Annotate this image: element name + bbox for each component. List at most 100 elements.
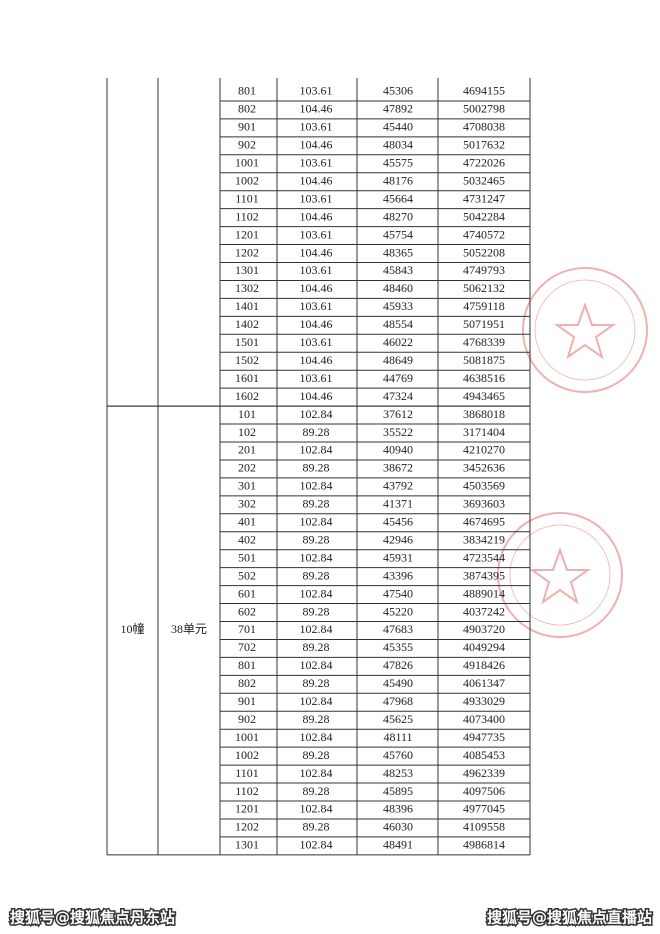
cell-text: 47968 [383, 694, 413, 708]
cell-text: 47540 [383, 586, 413, 600]
cell-text: 103.61 [300, 84, 333, 98]
cell-text: 35522 [383, 425, 413, 439]
cell-text: 5017632 [463, 138, 505, 152]
cell-text: 902 [238, 138, 256, 152]
cell-text: 102.84 [300, 730, 333, 744]
unit-cell: 38单元 [171, 622, 207, 636]
cell-text: 1201 [235, 802, 259, 816]
cell-text: 5042284 [463, 209, 505, 223]
cell-text: 46022 [383, 335, 413, 349]
cell-text: 45843 [383, 263, 413, 277]
building-cell: 10幢 [120, 621, 144, 636]
cell-text: 5081875 [463, 353, 505, 367]
cell-text: 102.84 [300, 658, 333, 672]
cell-text: 501 [238, 550, 256, 564]
cell-text: 4638516 [463, 371, 505, 385]
cell-text: 45220 [383, 604, 413, 618]
cell-text: 5062132 [463, 281, 505, 295]
cell-text: 902 [238, 712, 256, 726]
cell-text: 4708038 [463, 120, 505, 134]
cell-text: 1401 [235, 299, 259, 313]
cell-text: 47892 [383, 102, 413, 116]
cell-text: 701 [238, 622, 256, 636]
cell-text: 89.28 [303, 461, 330, 475]
cell-text: 43792 [383, 479, 413, 493]
cell-text: 302 [238, 497, 256, 511]
cell-text: 104.46 [300, 389, 333, 403]
cell-text: 401 [238, 515, 256, 529]
cell-text: 89.28 [303, 604, 330, 618]
cell-text: 45575 [383, 156, 413, 170]
cell-text: 103.61 [300, 227, 333, 241]
cell-text: 45754 [383, 227, 413, 241]
cell-text: 1201 [235, 227, 259, 241]
cell-text: 89.28 [303, 425, 330, 439]
cell-text: 48111 [383, 730, 412, 744]
cell-text: 45760 [383, 748, 413, 762]
cell-text: 4037242 [463, 604, 505, 618]
cell-text: 1402 [235, 317, 259, 331]
cell-text: 4986814 [463, 838, 505, 852]
cell-text: 44769 [383, 371, 413, 385]
cell-text: 1202 [235, 245, 259, 259]
cell-text: 201 [238, 443, 256, 457]
cell-text: 1302 [235, 281, 259, 295]
cell-text: 45306 [383, 84, 413, 98]
cell-text: 1102 [235, 209, 259, 223]
cell-text: 4073400 [463, 712, 505, 726]
cell-text: 4740572 [463, 227, 505, 241]
cell-text: 104.46 [300, 245, 333, 259]
cell-text: 41371 [383, 497, 413, 511]
cell-text: 801 [238, 658, 256, 672]
cell-text: 103.61 [300, 263, 333, 277]
cell-text: 103.61 [300, 371, 333, 385]
cell-text: 1501 [235, 335, 259, 349]
cell-text: 102.84 [300, 694, 333, 708]
cell-text: 103.61 [300, 156, 333, 170]
cell-text: 4210270 [463, 443, 505, 457]
cell-text: 4962339 [463, 766, 505, 780]
cell-text: 48365 [383, 245, 413, 259]
cell-text: 4947735 [463, 730, 505, 744]
cell-text: 48649 [383, 353, 413, 367]
cell-text: 102.84 [300, 443, 333, 457]
cell-text: 38672 [383, 461, 413, 475]
cell-text: 901 [238, 120, 256, 134]
cell-text: 4749793 [463, 263, 505, 277]
cell-text: 45931 [383, 550, 413, 564]
cell-text: 4049294 [463, 640, 505, 654]
cell-text: 45664 [383, 191, 413, 205]
cell-text: 3693603 [463, 497, 505, 511]
cell-text: 5032465 [463, 173, 505, 187]
cell-text: 1002 [235, 748, 259, 762]
cell-text: 104.46 [300, 138, 333, 152]
cell-text: 202 [238, 461, 256, 475]
cell-text: 103.61 [300, 191, 333, 205]
cell-text: 46030 [383, 820, 413, 834]
cell-text: 102.84 [300, 479, 333, 493]
cell-text: 48460 [383, 281, 413, 295]
cell-text: 89.28 [303, 568, 330, 582]
cell-text: 901 [238, 694, 256, 708]
cell-text: 104.46 [300, 317, 333, 331]
cell-text: 4085453 [463, 748, 505, 762]
watermark: 搜狐号@搜狐焦点直播站 [487, 909, 652, 927]
cell-text: 48253 [383, 766, 413, 780]
cell-text: 4889014 [463, 586, 505, 600]
cell-text: 102.84 [300, 766, 333, 780]
cell-text: 502 [238, 568, 256, 582]
cell-text: 4943465 [463, 389, 505, 403]
cell-text: 89.28 [303, 532, 330, 546]
cell-text: 48034 [383, 138, 413, 152]
cell-text: 89.28 [303, 676, 330, 690]
cell-text: 1202 [235, 820, 259, 834]
cell-text: 1502 [235, 353, 259, 367]
cell-text: 4918426 [463, 658, 505, 672]
cell-text: 48270 [383, 209, 413, 223]
cell-text: 104.46 [300, 209, 333, 223]
cell-text: 40940 [383, 443, 413, 457]
cell-text: 802 [238, 676, 256, 690]
cell-text: 4503569 [463, 479, 505, 493]
cell-text: 103.61 [300, 299, 333, 313]
cell-text: 3171404 [463, 425, 505, 439]
